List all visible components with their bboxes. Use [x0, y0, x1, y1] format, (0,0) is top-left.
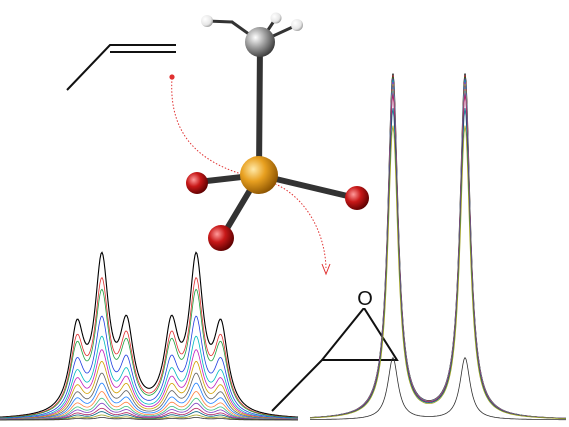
reaction-arrow	[169, 74, 331, 276]
spectrum-trace	[0, 315, 299, 419]
spectrum-trace	[309, 83, 567, 419]
hydrogen-atom-icon	[201, 15, 213, 27]
carbon-atom-icon	[245, 27, 275, 57]
spectrum-trace	[310, 356, 566, 421]
spectrum-trace	[309, 125, 567, 419]
propene-bond-line	[66, 44, 176, 91]
spectrum-trace	[309, 73, 566, 419]
spectrum-trace	[0, 288, 298, 419]
spectrum-trace	[309, 82, 566, 419]
spectrum-trace	[310, 78, 566, 419]
spectrum-trace	[310, 80, 566, 419]
spectrum-trace	[0, 360, 298, 420]
epoxide-structure: O	[271, 284, 399, 412]
spectrum-trace	[310, 76, 566, 419]
hydrogen-atom-icon	[291, 19, 303, 31]
arrow-head-icon	[321, 263, 331, 276]
arrow-path	[171, 77, 327, 269]
spectrum-trace	[310, 94, 566, 419]
molecule-bonds	[195, 16, 359, 240]
spectrum-trace	[0, 391, 298, 420]
oxygen-label-bg	[354, 284, 376, 308]
propene-structure	[66, 44, 176, 91]
spectrum-trace	[309, 85, 567, 419]
spectrum-trace	[0, 276, 298, 418]
spectrum-trace	[310, 89, 566, 419]
right-nmr-spectrum	[309, 73, 567, 421]
oxygen-atom-icon	[186, 172, 208, 194]
spectrum-trace	[0, 372, 298, 420]
spectrum-trace	[310, 75, 566, 419]
spectrum-trace	[310, 90, 566, 419]
epoxide-bonds	[271, 306, 399, 412]
spectrum-trace	[309, 87, 567, 419]
hydrogen-atom-icon	[270, 12, 282, 24]
spectrum-trace	[0, 251, 299, 418]
spectrum-trace	[310, 108, 567, 419]
epoxide-oxygen-label: O	[357, 288, 373, 310]
oxygen-atom-icon	[345, 186, 369, 210]
spectrum-trace	[0, 335, 298, 419]
arrow-start-dot	[169, 74, 175, 80]
central-atom-icon	[240, 156, 278, 194]
ball-and-stick-molecule	[186, 12, 369, 251]
left-nmr-spectrum	[0, 251, 299, 421]
oxygen-atom-icon	[208, 225, 234, 251]
spectrum-trace	[0, 382, 299, 420]
spectrum-trace	[310, 92, 566, 419]
spectrum-trace	[0, 417, 298, 421]
spectrum-trace	[0, 349, 299, 420]
